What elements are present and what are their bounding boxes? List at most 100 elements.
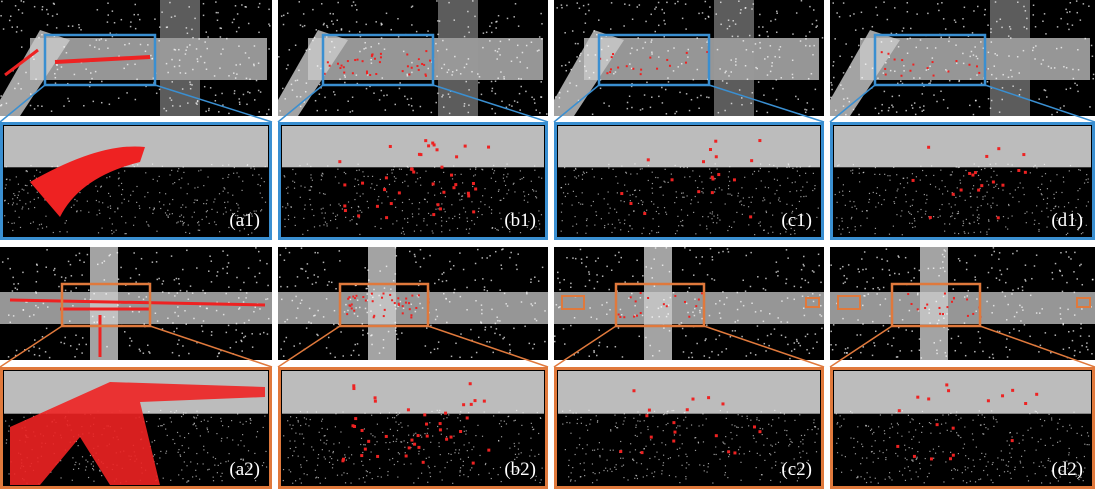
point [843, 418, 844, 419]
point [574, 170, 575, 171]
point [203, 449, 204, 450]
point [539, 482, 540, 483]
point [681, 465, 682, 466]
point [1002, 74, 1004, 76]
point [1022, 435, 1023, 436]
point [732, 330, 734, 332]
point [38, 197, 39, 198]
point [1027, 430, 1028, 431]
point [132, 164, 133, 165]
point [453, 292, 455, 294]
point [216, 275, 218, 277]
point [811, 73, 813, 75]
point [507, 305, 509, 307]
point [473, 446, 474, 447]
point [689, 110, 691, 112]
point [933, 94, 935, 96]
point [106, 346, 108, 348]
point [85, 469, 86, 470]
point [422, 307, 424, 309]
point [911, 439, 912, 440]
point [942, 254, 944, 256]
point [838, 438, 839, 439]
point [1021, 456, 1022, 457]
point [416, 31, 418, 32]
point [860, 352, 862, 354]
point [871, 446, 872, 447]
point [443, 209, 444, 210]
point [477, 217, 478, 218]
point [749, 35, 751, 37]
red-point [717, 173, 720, 176]
point [745, 290, 747, 292]
point [707, 466, 708, 467]
point [728, 75, 730, 77]
point [597, 258, 599, 260]
point [292, 181, 293, 182]
point [396, 220, 397, 221]
point [849, 191, 850, 192]
point [174, 182, 175, 183]
point [182, 224, 183, 225]
point [706, 41, 708, 43]
point [207, 452, 208, 453]
point [717, 217, 718, 218]
point [171, 99, 173, 101]
point [140, 44, 142, 46]
point [267, 333, 269, 335]
point [393, 435, 394, 436]
point [219, 27, 221, 29]
point [730, 336, 732, 338]
point [911, 330, 913, 332]
point [41, 34, 43, 36]
point [530, 282, 532, 284]
point [390, 29, 392, 31]
point [1005, 296, 1007, 298]
point [651, 188, 652, 189]
point [334, 94, 336, 96]
point [642, 315, 644, 317]
point [1047, 188, 1048, 189]
point [643, 476, 644, 477]
point [539, 229, 540, 230]
point [1063, 177, 1064, 178]
point [592, 482, 593, 483]
point [933, 449, 934, 450]
red-point [714, 140, 717, 143]
point [397, 414, 398, 415]
point [35, 78, 37, 80]
point [261, 178, 262, 179]
red-point [673, 431, 676, 434]
point [1024, 194, 1025, 195]
point [1087, 444, 1088, 445]
point [579, 60, 581, 62]
point [750, 103, 752, 105]
point [965, 170, 966, 171]
point [776, 13, 778, 15]
point [310, 419, 311, 420]
point [894, 70, 896, 72]
point [1078, 169, 1079, 170]
point [836, 217, 837, 218]
point [1078, 69, 1080, 71]
point [231, 420, 232, 421]
point [872, 321, 874, 323]
point [787, 321, 789, 323]
red-point [610, 68, 612, 70]
point [712, 211, 713, 212]
point [618, 252, 620, 254]
point [605, 468, 606, 469]
point [252, 346, 254, 348]
point [305, 423, 306, 424]
point [367, 74, 369, 76]
point [604, 225, 605, 226]
point [265, 166, 266, 167]
point [446, 436, 447, 437]
point [726, 418, 727, 419]
point [614, 227, 615, 228]
point [389, 442, 390, 443]
point [614, 209, 615, 210]
point [646, 307, 648, 309]
point [367, 201, 368, 202]
point [830, 264, 832, 266]
